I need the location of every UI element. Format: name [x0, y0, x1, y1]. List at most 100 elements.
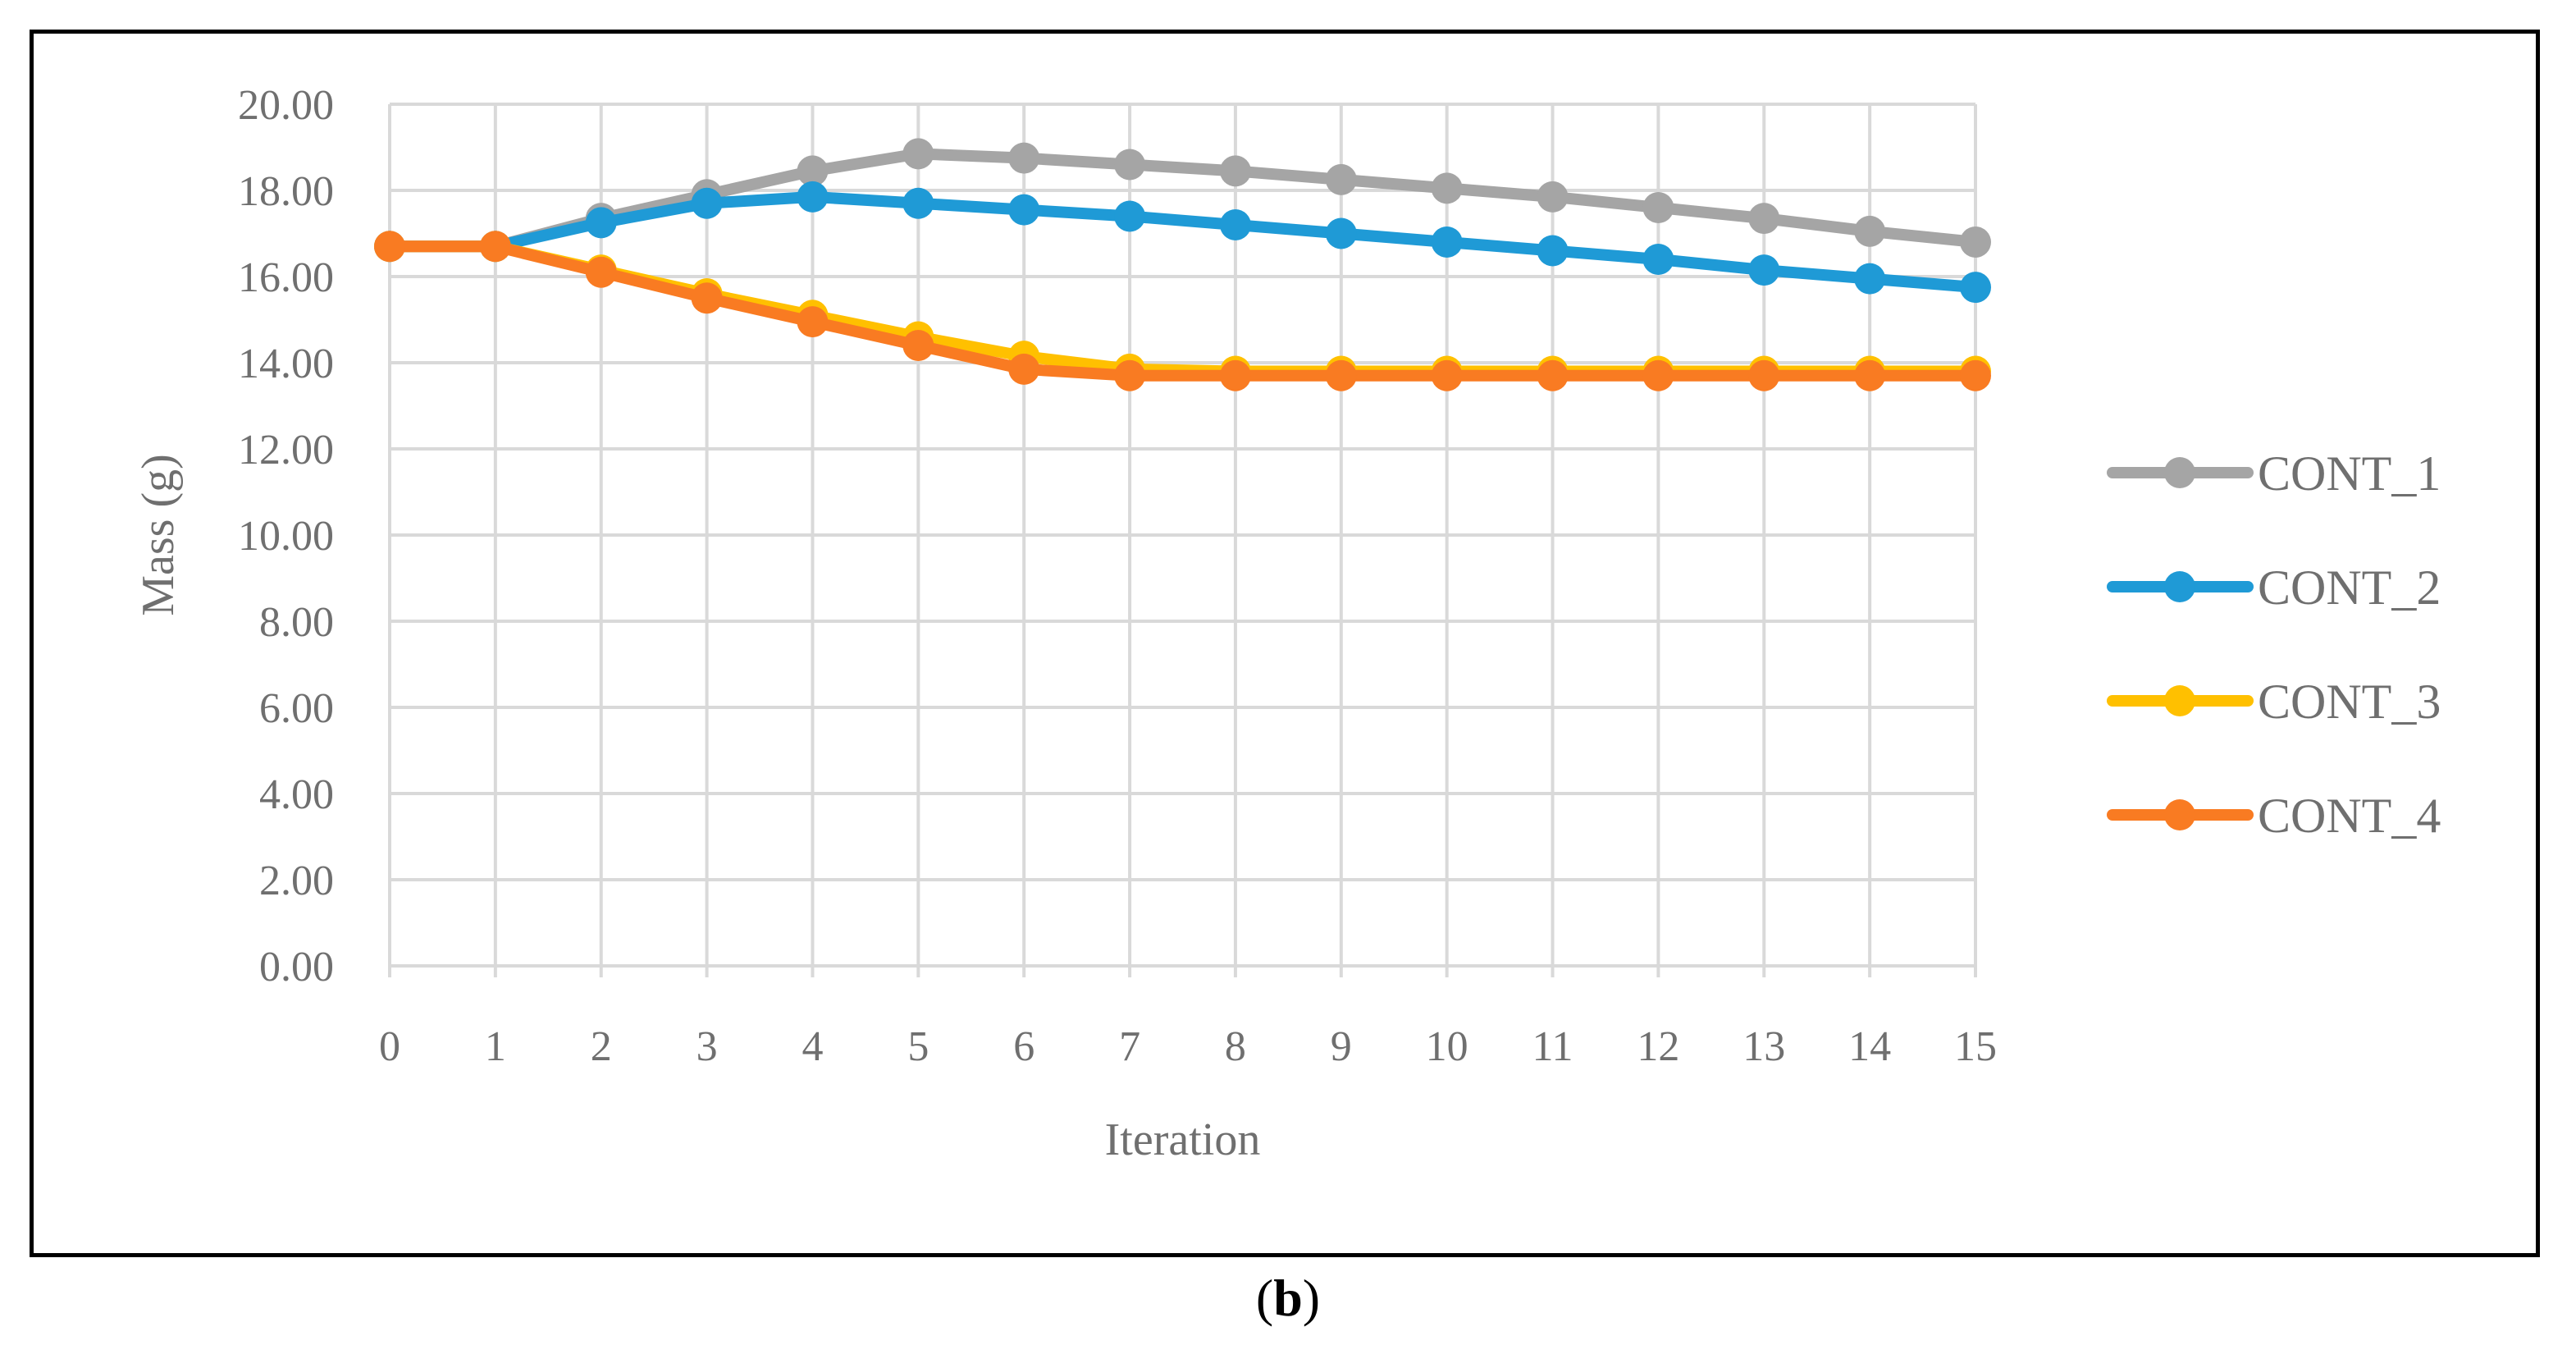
data-point	[1642, 244, 1674, 275]
x-tick-label: 6	[1013, 1023, 1035, 1070]
data-point	[691, 187, 723, 219]
x-tick-label: 1	[485, 1023, 506, 1070]
data-point	[1325, 217, 1357, 249]
x-tick-label: 3	[697, 1023, 718, 1070]
grid-layer	[388, 103, 1977, 977]
x-tick-label: 15	[1954, 1023, 1997, 1070]
y-tick-label: 20.00	[238, 82, 334, 129]
x-tick-label: 12	[1637, 1023, 1679, 1070]
legend: CONT_1 CONT_2 CONT_3 CONT_4	[2107, 446, 2441, 843]
data-point	[1114, 149, 1146, 181]
data-point	[1642, 192, 1674, 223]
x-axis-title: Iteration	[1105, 1114, 1261, 1165]
data-point	[585, 256, 617, 288]
caption-letter: b	[1273, 1269, 1303, 1327]
series-cont-1	[374, 138, 1991, 263]
x-tick-label: 10	[1426, 1023, 1468, 1070]
data-point	[797, 155, 829, 187]
data-point	[1008, 142, 1040, 174]
y-tick-label: 16.00	[238, 254, 334, 301]
y-tick-label: 18.00	[238, 168, 334, 215]
data-point	[1960, 226, 1991, 258]
x-tick-labels: 0 1 2 3 4 5 6 7 8 9 10 11 12 13 14 15	[379, 1023, 1997, 1070]
legend-swatch-marker	[2164, 799, 2195, 830]
series-cont-2	[374, 181, 1991, 304]
caption-close: )	[1302, 1269, 1321, 1327]
data-point	[1537, 235, 1569, 267]
y-axis-title: Mass (g)	[133, 454, 184, 616]
data-point	[479, 231, 511, 263]
y-tick-label: 4.00	[259, 771, 334, 818]
data-point	[1431, 359, 1463, 391]
data-point	[585, 207, 617, 239]
data-point	[1431, 172, 1463, 204]
y-tick-label: 10.00	[238, 513, 334, 560]
y-tick-label: 8.00	[259, 599, 334, 646]
data-point	[1325, 359, 1357, 391]
data-point	[374, 231, 405, 263]
series-line	[384, 240, 1981, 382]
data-point	[797, 181, 829, 213]
legend-item: CONT_4	[2107, 789, 2441, 843]
data-point	[1008, 353, 1040, 385]
legend-swatch-marker	[2164, 571, 2195, 602]
x-tick-label: 11	[1532, 1023, 1573, 1070]
data-point	[1008, 194, 1040, 226]
x-tick-label: 9	[1331, 1023, 1352, 1070]
x-tick-label: 14	[1848, 1023, 1891, 1070]
data-point	[1114, 200, 1146, 232]
data-point	[902, 187, 934, 219]
legend-swatch-marker	[2164, 685, 2195, 716]
y-tick-label: 14.00	[238, 341, 334, 387]
legend-label: CONT_1	[2258, 446, 2441, 501]
y-tick-labels: 0.00 2.00 4.00 6.00 8.00 10.00 12.00 14.00 16.00…	[238, 82, 334, 990]
x-tick-label: 7	[1119, 1023, 1140, 1070]
data-point	[1431, 226, 1463, 258]
data-point	[797, 306, 829, 338]
x-tick-label: 4	[802, 1023, 823, 1070]
data-point	[1642, 359, 1674, 391]
series-line	[384, 190, 1981, 294]
data-point	[1854, 359, 1886, 391]
line-chart: 0.00 2.00 4.00 6.00 8.00 10.00 12.00 14.00 16.00…	[133, 82, 2441, 1165]
x-tick-label: 0	[379, 1023, 400, 1070]
legend-item: CONT_2	[2107, 560, 2441, 615]
x-tick-label: 2	[591, 1023, 612, 1070]
data-point	[1219, 359, 1251, 391]
data-point	[1748, 254, 1780, 286]
series-cont-4	[374, 231, 1991, 391]
data-point	[1748, 203, 1780, 235]
figure-caption: (b)	[0, 1268, 2576, 1329]
data-point	[1537, 181, 1569, 213]
caption-open: (	[1255, 1269, 1274, 1327]
data-point	[1854, 215, 1886, 247]
x-tick-label: 5	[907, 1023, 929, 1070]
legend-label: CONT_3	[2258, 675, 2441, 729]
y-tick-label: 12.00	[238, 427, 334, 473]
legend-item: CONT_3	[2107, 675, 2441, 729]
series-line	[384, 148, 1981, 253]
x-tick-label: 13	[1742, 1023, 1785, 1070]
data-point	[1325, 163, 1357, 195]
data-point	[1748, 359, 1780, 391]
y-tick-label: 2.00	[259, 858, 334, 904]
data-point	[902, 330, 934, 361]
x-tick-label: 8	[1225, 1023, 1246, 1070]
y-tick-label: 6.00	[259, 685, 334, 732]
data-point	[1854, 263, 1886, 295]
y-tick-label: 0.00	[259, 944, 334, 990]
data-point	[1537, 359, 1569, 391]
legend-item: CONT_1	[2107, 446, 2441, 501]
data-point	[902, 138, 934, 170]
legend-swatch-marker	[2164, 457, 2195, 488]
data-point	[1219, 155, 1251, 187]
series-layer	[374, 138, 1991, 391]
legend-label: CONT_2	[2258, 560, 2441, 615]
legend-label: CONT_4	[2258, 789, 2441, 843]
data-point	[1960, 272, 1991, 304]
data-point	[1219, 209, 1251, 240]
data-point	[1114, 359, 1146, 391]
chart-frame	[30, 30, 2540, 1257]
data-point	[691, 282, 723, 314]
data-point	[1960, 359, 1991, 391]
